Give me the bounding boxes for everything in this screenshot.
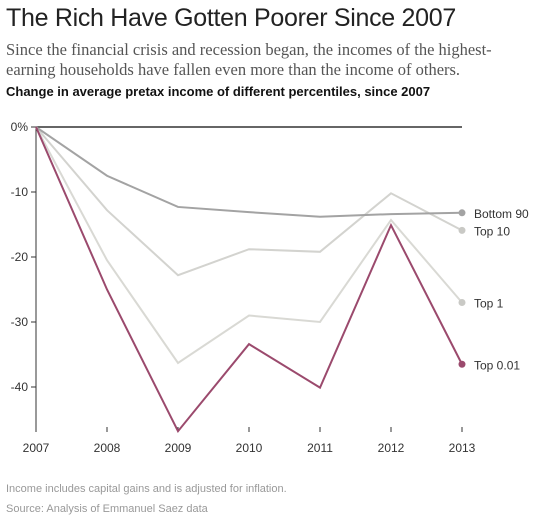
- footnote: Income includes capital gains and is adj…: [6, 483, 287, 495]
- series-line-top-0-01: [35, 126, 463, 434]
- series-label: Top 10: [474, 224, 510, 238]
- series-label: Top 0.01: [474, 358, 520, 372]
- series-line-top-10: [35, 126, 463, 277]
- series-label: Top 1: [474, 297, 504, 311]
- series-lines: [35, 126, 466, 434]
- y-tick-label: -30: [11, 315, 29, 329]
- x-tick-label: 2012: [378, 441, 405, 455]
- chart-title: The Rich Have Gotten Poorer Since 2007: [6, 4, 456, 32]
- x-tick-label: 2010: [236, 441, 263, 455]
- x-tick-label: 2007: [23, 441, 50, 455]
- x-tick-label: 2008: [94, 441, 121, 455]
- chart-subtitle: Since the financial crisis and recession…: [6, 40, 492, 79]
- series-label: Bottom 90: [474, 207, 529, 221]
- series-line-bottom-90: [35, 126, 463, 218]
- x-tick-label: 2013: [449, 441, 476, 455]
- y-tick-label: 0%: [11, 120, 29, 134]
- y-tick-label: -10: [11, 185, 29, 199]
- x-tick-label: 2011: [307, 441, 333, 455]
- series-line-top-1: [35, 126, 463, 365]
- grid-ticks: [35, 126, 462, 427]
- series-end-marker: [458, 299, 466, 306]
- series-end-marker: [458, 209, 466, 217]
- y-tick-label: -40: [11, 380, 29, 394]
- y-axis: 0% -10 -20 -30 -40: [11, 120, 36, 394]
- series-end-marker: [458, 360, 466, 368]
- series-labels: Top 1 Top 10 Bottom 90 Top 0.01: [474, 207, 529, 372]
- series-end-marker: [458, 226, 466, 234]
- y-tick-label: -20: [11, 250, 29, 264]
- chart-heading: Change in average pretax income of diffe…: [6, 84, 431, 99]
- x-tick-label: 2009: [165, 441, 192, 455]
- source-note: Source: Analysis of Emmanuel Saez data: [6, 503, 208, 515]
- x-axis: 2007 2008 2009 2010 2011 2012 2013: [23, 427, 476, 455]
